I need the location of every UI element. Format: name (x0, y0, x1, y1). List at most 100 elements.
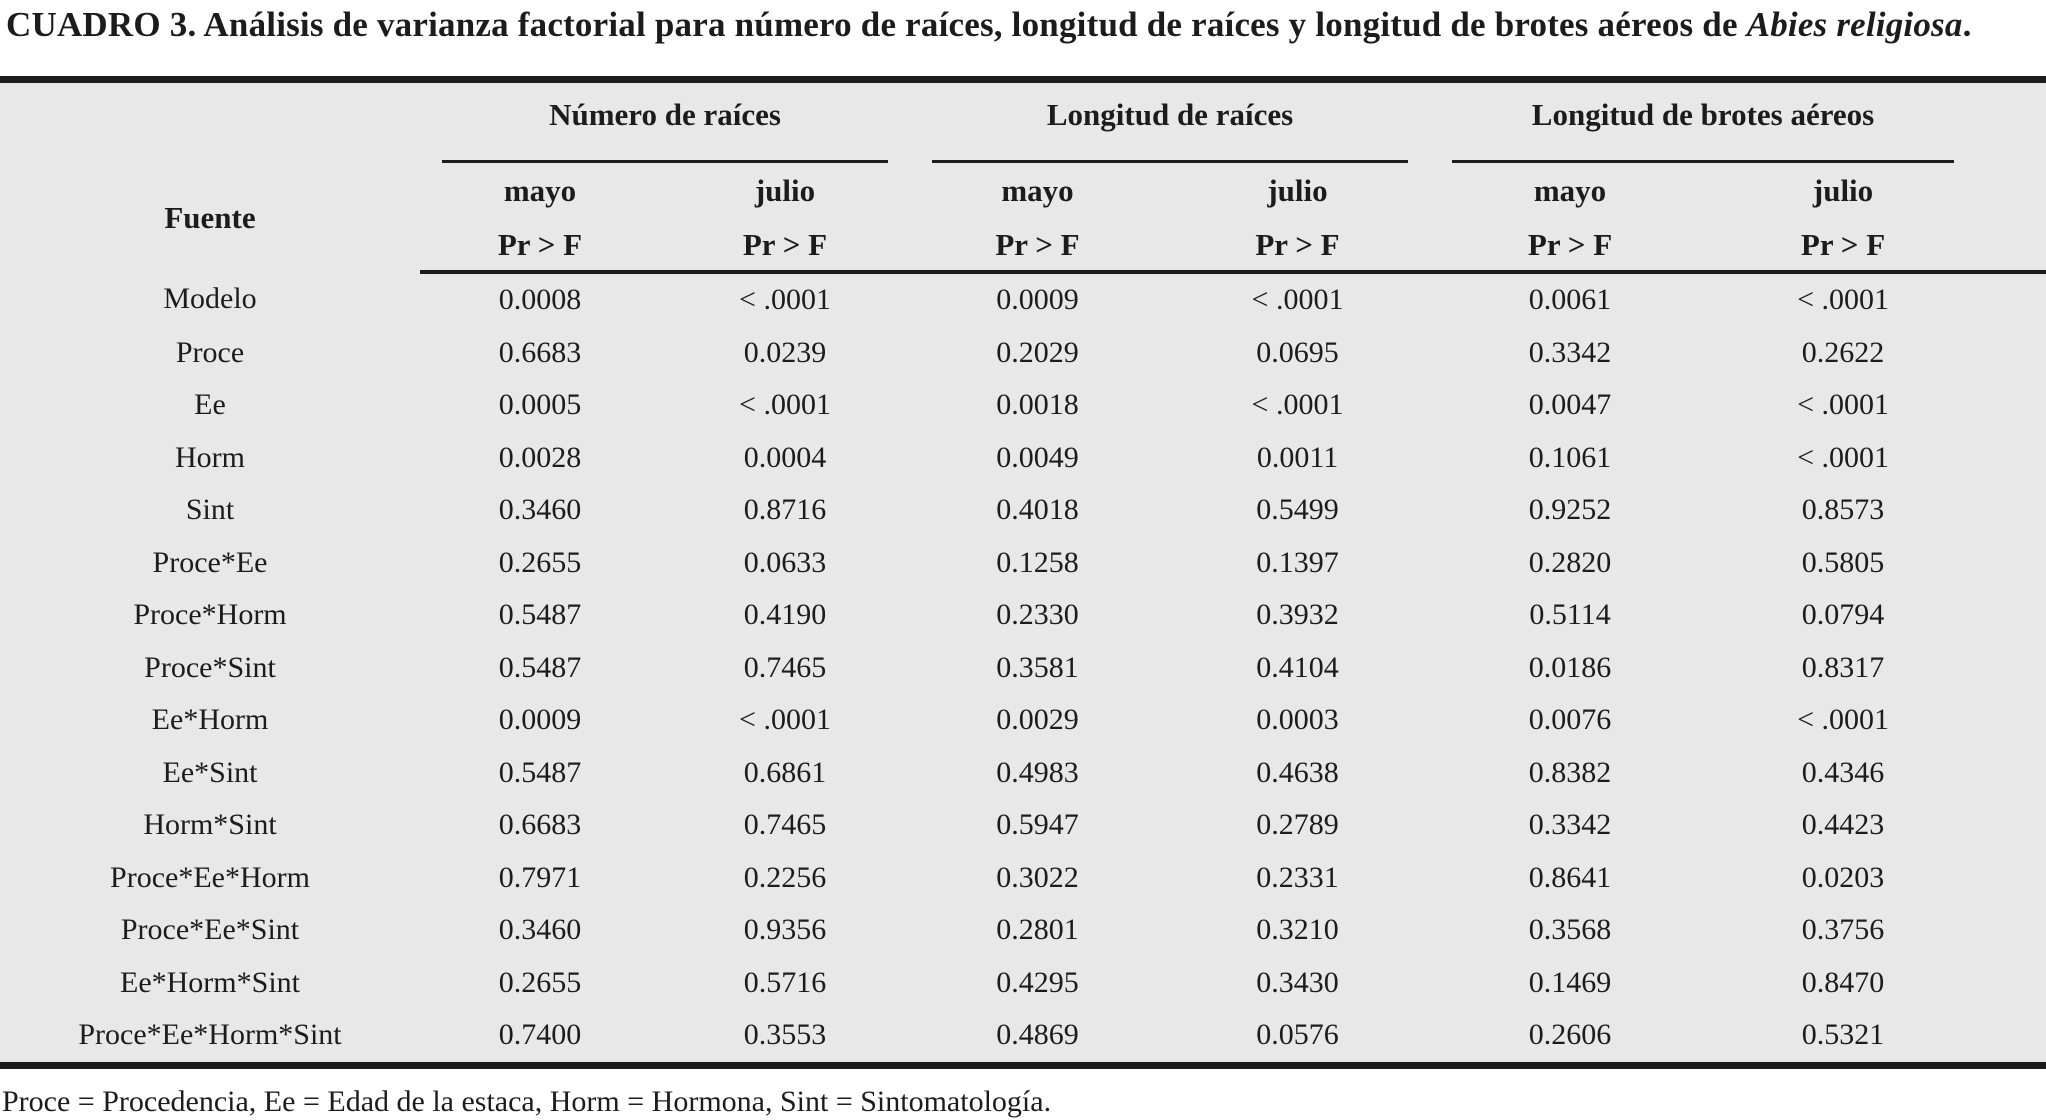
table-row: Horm*Sint 0.6683 0.7465 0.5947 0.2789 0.… (0, 799, 2046, 852)
cell-value: 0.7465 (743, 650, 827, 684)
cell-value: 0.0005 (498, 388, 582, 422)
table-row: Ee 0.0005 < .0001 0.0018 < .0001 0.0047 … (0, 379, 2046, 432)
cell-fuente: Proce*Ee*Horm*Sint (78, 1018, 342, 1052)
cell-value: 0.2801 (996, 913, 1079, 947)
group-underline-rule (442, 160, 888, 163)
cell-value: 0.7465 (743, 808, 827, 842)
cell-value: 0.4018 (996, 493, 1079, 527)
cell-value: 0.0239 (743, 335, 827, 369)
cell-value: 0.1061 (1528, 440, 1612, 474)
cell-value: 0.5499 (1256, 493, 1339, 527)
column-header-julio: julio (1812, 173, 1874, 208)
cell-fuente: Proce*Horm (133, 598, 287, 632)
table-body: Modelo 0.0008 < .0001 0.0009 < .0001 0.0… (0, 272, 2046, 1062)
cell-value: 0.0018 (996, 388, 1079, 422)
cell-fuente: Ee (194, 388, 226, 422)
column-header-pr-f: Pr > F (1430, 219, 1711, 274)
cell-value: < .0001 (1797, 703, 1889, 737)
table-row: Proce*Ee*Sint 0.3460 0.9356 0.2801 0.321… (0, 904, 2046, 957)
header-spacer (0, 83, 420, 163)
cell-value: < .0001 (1797, 440, 1889, 474)
cell-value: 0.0576 (1256, 1018, 1339, 1052)
cell-value: 0.0186 (1528, 650, 1612, 684)
cell-value: 0.9252 (1528, 493, 1612, 527)
group-underline-rule (1452, 160, 1955, 163)
cell-value: < .0001 (1251, 388, 1344, 422)
cell-value: < .0001 (739, 388, 831, 422)
table-row: Proce*Ee*Horm 0.7971 0.2256 0.3022 0.233… (0, 852, 2046, 905)
cell-value: 0.4190 (743, 598, 827, 632)
cell-value: 0.7971 (498, 860, 582, 894)
cell-fuente: Horm (175, 440, 245, 474)
species-name: Abies religiosa (1746, 5, 1963, 44)
cell-value: 0.3932 (1256, 598, 1339, 632)
cell-value: 0.0695 (1256, 335, 1339, 369)
column-header-julio: julio (754, 173, 816, 208)
cell-value: < .0001 (739, 703, 831, 737)
cell-value: 0.0009 (996, 283, 1079, 317)
cell-value: 0.6683 (498, 335, 582, 369)
cell-value: 0.0203 (1801, 860, 1885, 894)
group-header-longitud-de-brotes-aereos: Longitud de brotes aéreos (1430, 83, 2046, 163)
table-title: CUADRO 3. Análisis de varianza factorial… (0, 0, 2046, 76)
cell-value: 0.3430 (1256, 965, 1339, 999)
cell-value: < .0001 (1797, 283, 1889, 317)
cell-value: 0.3342 (1528, 335, 1612, 369)
cell-value: 0.3568 (1528, 913, 1612, 947)
column-header-pr-f: Pr > F (910, 219, 1165, 274)
cell-value: 0.4295 (996, 965, 1079, 999)
table-row: Proce*Ee 0.2655 0.0633 0.1258 0.1397 0.2… (0, 537, 2046, 590)
column-header-mayo: mayo (1533, 173, 1607, 208)
pr-f-header-row: Pr > F Pr > F Pr > F Pr > F Pr > F Pr > … (0, 219, 2046, 274)
group-label: Longitud de raíces (1046, 97, 1294, 132)
cell-value: 0.2029 (996, 335, 1079, 369)
footnote: Proce = Procedencia, Ee = Edad de la est… (2, 1084, 1052, 1118)
cell-fuente: Proce*Sint (144, 650, 276, 684)
cell-fuente: Ee*Horm (151, 703, 269, 737)
column-header-pr-f: Pr > F (420, 219, 660, 274)
cell-value: 0.8382 (1528, 755, 1612, 789)
cell-value: 0.3022 (996, 860, 1079, 894)
cell-value: 0.0028 (498, 440, 582, 474)
cell-fuente: Ee*Horm*Sint (120, 965, 300, 999)
cell-value: 0.8317 (1801, 650, 1885, 684)
cell-value: 0.3210 (1256, 913, 1339, 947)
cell-value: < .0001 (1251, 283, 1344, 317)
cell-value: 0.8641 (1528, 860, 1612, 894)
cell-value: 0.3581 (996, 650, 1079, 684)
table-row: Proce*Sint 0.5487 0.7465 0.3581 0.4104 0… (0, 642, 2046, 695)
cell-value: 0.3460 (498, 913, 582, 947)
cell-value: 0.0003 (1256, 703, 1339, 737)
cell-value: 0.9356 (743, 913, 827, 947)
cell-value: 0.0633 (743, 545, 827, 579)
table-title-period: . (1962, 5, 1972, 44)
cell-value: 0.2256 (743, 860, 827, 894)
cell-value: 0.3460 (498, 493, 582, 527)
table-row: Proce 0.6683 0.0239 0.2029 0.0695 0.3342… (0, 327, 2046, 380)
cell-value: 0.8470 (1801, 965, 1885, 999)
cell-value: 0.7400 (498, 1018, 582, 1052)
cell-value: < .0001 (739, 283, 831, 317)
cell-value: 0.6861 (743, 755, 827, 789)
cell-fuente: Modelo (163, 282, 257, 316)
table-frame: Número de raíces Longitud de raíces Long… (0, 76, 2046, 1069)
cell-value: 0.8716 (743, 493, 827, 527)
anova-table: Número de raíces Longitud de raíces Long… (0, 83, 2046, 1062)
cell-value: 0.2606 (1528, 1018, 1612, 1052)
cell-value: 0.0047 (1528, 388, 1612, 422)
cell-fuente: Proce (175, 335, 245, 369)
cell-value: 0.2820 (1528, 545, 1612, 579)
cell-fuente: Proce*Ee (152, 545, 268, 579)
table-row: Ee*Sint 0.5487 0.6861 0.4983 0.4638 0.83… (0, 747, 2046, 800)
cell-value: 0.2622 (1801, 335, 1885, 369)
cell-value: 0.1258 (996, 545, 1079, 579)
cell-value: 0.2789 (1256, 808, 1339, 842)
cell-value: 0.5716 (743, 965, 827, 999)
cell-fuente: Sint (185, 493, 235, 527)
group-label: Longitud de brotes aéreos (1531, 97, 1875, 132)
cell-value: 0.0076 (1528, 703, 1612, 737)
cell-value: 0.4346 (1801, 755, 1885, 789)
cell-value: < .0001 (1797, 388, 1889, 422)
cell-value: 0.6683 (498, 808, 582, 842)
